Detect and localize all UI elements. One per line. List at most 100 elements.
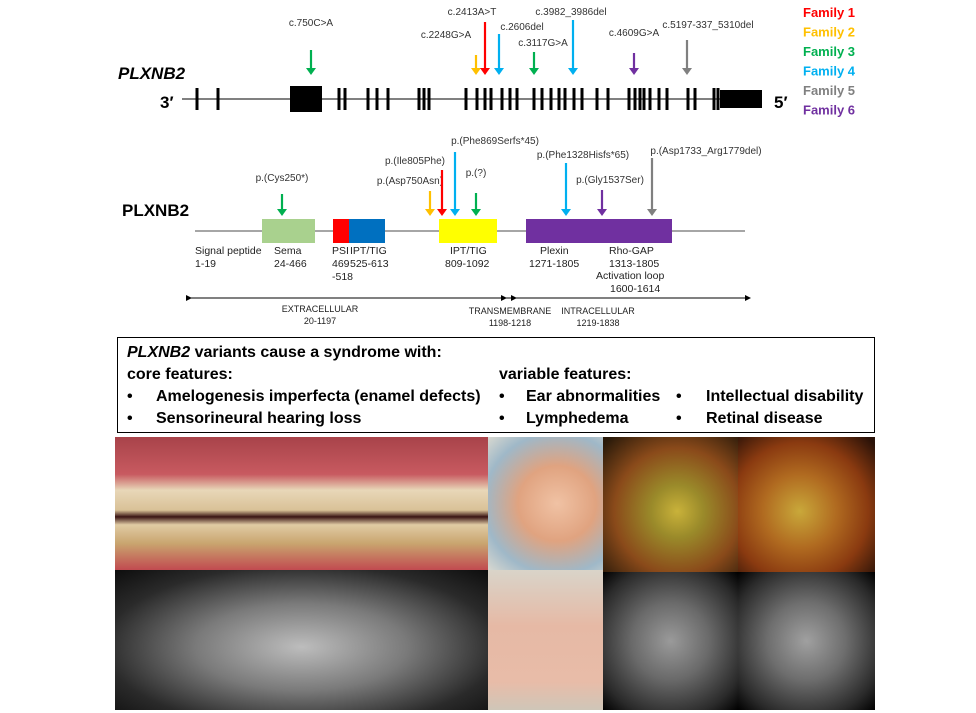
rhogap-label: Rho-GAP (609, 245, 654, 257)
psi-range-end: -518 (332, 271, 353, 283)
extracellular-label: EXTRACELLULAR (282, 304, 359, 314)
bullet: • (499, 410, 505, 427)
gene-variant-arrowhead (471, 68, 481, 75)
protein-variant-label: p.(Phe869Serfs*45) (451, 136, 539, 147)
protein-variant-label: p.(Asp1733_Arg1779del) (650, 146, 761, 157)
ipt1-label: IPT/TIG (350, 245, 387, 257)
protein-variant-arrowhead (561, 209, 571, 216)
exon (515, 88, 519, 110)
gene-variant-arrowhead (629, 68, 639, 75)
family-legend: Family 1 Family 2 Family 3 Family 4 Family 5… (803, 5, 856, 118)
gene-variant-arrowhead (568, 68, 578, 75)
exon (216, 88, 220, 110)
legend-item: Family 2 (803, 25, 855, 40)
plexin-rhogap-domain (526, 219, 672, 243)
gene-label: PLXNB2 (118, 64, 186, 83)
protein-label: PLXNB2 (122, 201, 189, 220)
exon (557, 88, 561, 110)
exon (665, 88, 669, 110)
exons (195, 86, 762, 112)
gene-variant-arrowhead (494, 68, 504, 75)
gene-variant-arrowhead (529, 68, 539, 75)
gene-variant-label: c.5197-337_5310del (662, 20, 753, 31)
exon (386, 88, 390, 110)
rhogap-range: 1313-1805 (609, 258, 659, 270)
protein-variant-arrowhead (450, 209, 460, 216)
signal-peptide-range: 1-19 (195, 258, 216, 270)
psi-domain (333, 219, 349, 243)
exon (417, 88, 421, 110)
gene-variant-arrowhead (682, 68, 692, 75)
exon (489, 88, 493, 110)
gene-variant-label: c.750C>A (289, 18, 334, 29)
exon (540, 88, 544, 110)
transmembrane-label: TRANSMEMBRANE (469, 306, 552, 316)
exon (686, 88, 690, 110)
core-heading: core features: (127, 366, 233, 383)
signal-peptide-label: Signal peptide (195, 245, 262, 257)
ipt1-range: 525-613 (350, 258, 389, 270)
protein-variant-label: p.(Ile805Phe) (385, 156, 445, 167)
protein-variant-arrowhead (647, 209, 657, 216)
gene-variant-arrowhead (480, 68, 490, 75)
bullet: • (127, 410, 133, 427)
exon (563, 88, 567, 110)
exon (572, 88, 576, 110)
exon (375, 88, 379, 110)
summary-title: variants cause a syndrome with: (190, 344, 442, 361)
protein-variant-arrowhead (471, 209, 481, 216)
protein-variant-arrowhead (425, 209, 435, 216)
legend-item: Family 3 (803, 44, 855, 59)
plexin-label: Plexin (540, 245, 569, 257)
intracellular-range: 1219-1838 (576, 318, 619, 328)
protein-variant-label: p.(Phe1328Hisfs*65) (537, 150, 629, 161)
exon (422, 88, 426, 110)
exon (500, 88, 504, 110)
variable-feature: Lymphedema (526, 410, 629, 427)
gene-variant-label: c.2248G>A (421, 30, 472, 41)
exon (712, 88, 716, 110)
psi-range: 469 (332, 258, 350, 270)
exon (657, 88, 661, 110)
exon (642, 88, 646, 110)
retina-autofluorescence-2 (738, 572, 875, 710)
sema-range: 24-466 (274, 258, 307, 270)
exon (475, 88, 479, 110)
teeth-photo (115, 437, 488, 570)
ear-photo (488, 437, 603, 570)
ipt2-label: IPT/TIG (450, 245, 487, 257)
exon (606, 88, 610, 110)
activation-loop-range: 1600-1614 (610, 283, 660, 295)
exon (343, 88, 347, 110)
ipt-tig-domain-1 (349, 219, 385, 243)
protein-variant-arrowhead (437, 209, 447, 216)
utr-block (720, 90, 762, 108)
core-feature: Sensorineural hearing loss (156, 410, 362, 427)
exon (464, 88, 468, 110)
exon (483, 88, 487, 110)
bullet: • (127, 388, 133, 405)
legend-item: Family 4 (803, 64, 856, 79)
gene-variant-arrowhead (306, 68, 316, 75)
gene-variant-label: c.3982_3986del (535, 7, 606, 18)
legend-item: Family 5 (803, 83, 855, 98)
transmembrane-range: 1198-1218 (489, 318, 531, 328)
plexin-range: 1271-1805 (529, 258, 579, 270)
gene-protein-diagram: PLXNB2 3′ 5′ c.750C>Ac.2248G>Ac.2413A>Tc… (118, 5, 856, 328)
exon (549, 88, 553, 110)
exon (648, 88, 652, 110)
protein-variant-arrowhead (597, 209, 607, 216)
exon (627, 88, 631, 110)
variable-feature: Ear abnormalities (526, 388, 661, 405)
activation-loop-label: Activation loop (596, 270, 664, 282)
variable-feature: Intellectual disability (706, 388, 864, 405)
exon (633, 88, 637, 110)
exon (337, 88, 341, 110)
bullet: • (676, 410, 682, 427)
exon (638, 88, 642, 110)
exon (595, 88, 599, 110)
bullet: • (676, 388, 682, 405)
ipt-tig-domain-2 (439, 219, 497, 243)
protein-variant-arrowhead (277, 209, 287, 216)
